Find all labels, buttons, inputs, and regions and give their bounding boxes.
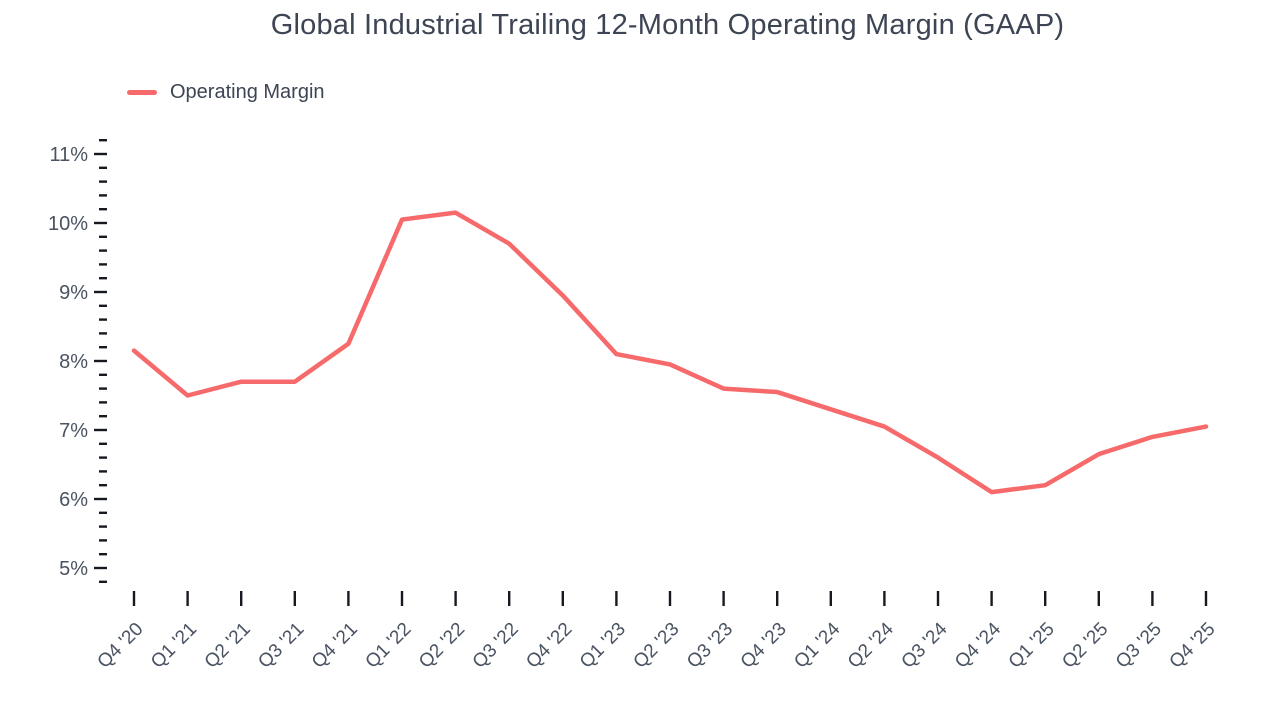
chart-title: Global Industrial Trailing 12-Month Oper… <box>270 9 1065 41</box>
y-axis-tick-label: 10% <box>48 213 88 235</box>
x-axis-tick-label: Q3 '22 <box>469 619 523 673</box>
x-axis-tick-label: Q3 '24 <box>898 618 952 672</box>
legend-label: Operating Margin <box>170 81 325 103</box>
x-axis-tick-label: Q2 '25 <box>1058 619 1112 673</box>
x-axis-tick-label: Q3 '25 <box>1112 619 1166 673</box>
x-axis-tick-label: Q1 '23 <box>576 619 630 673</box>
x-axis-tick-label: Q3 '21 <box>254 619 308 673</box>
x-axis-tick-label: Q1 '21 <box>147 619 201 673</box>
x-axis-tick-label: Q1 '24 <box>790 618 844 672</box>
x-axis-tick-label: Q2 '24 <box>844 618 898 672</box>
legend-line-swatch-icon <box>127 90 157 95</box>
y-axis-tick-label: 5% <box>59 558 88 580</box>
x-axis-tick-label: Q4 '24 <box>951 618 1005 672</box>
y-axis-tick-label: 9% <box>59 282 88 304</box>
x-axis-tick-label: Q4 '22 <box>522 619 576 673</box>
series-line-operating-margin <box>131 210 1209 495</box>
y-axis-tick-label: 8% <box>59 351 88 373</box>
y-axis-tick-label: 6% <box>59 489 88 511</box>
x-axis-tick-label: Q1 '22 <box>362 619 416 673</box>
x-axis-tick-label: Q2 '21 <box>201 619 255 673</box>
y-axis-tick-label: 11% <box>49 144 88 166</box>
x-axis-tick-label: Q4 '20 <box>94 619 148 673</box>
x-axis-tick-label: Q2 '23 <box>630 619 684 673</box>
x-axis-tick-label: Q2 '22 <box>415 619 469 673</box>
x-axis-tick-label: Q4 '23 <box>737 619 791 673</box>
legend-item[interactable]: Operating Margin <box>127 81 325 104</box>
x-axis-tick-label: Q4 '25 <box>1166 619 1220 673</box>
x-axis-tick-label: Q1 '25 <box>1005 619 1059 673</box>
x-axis-tick-label: Q4 '21 <box>308 619 362 673</box>
y-axis-tick-label: 7% <box>59 420 88 442</box>
x-axis-tick-label: Q3 '23 <box>683 619 737 673</box>
